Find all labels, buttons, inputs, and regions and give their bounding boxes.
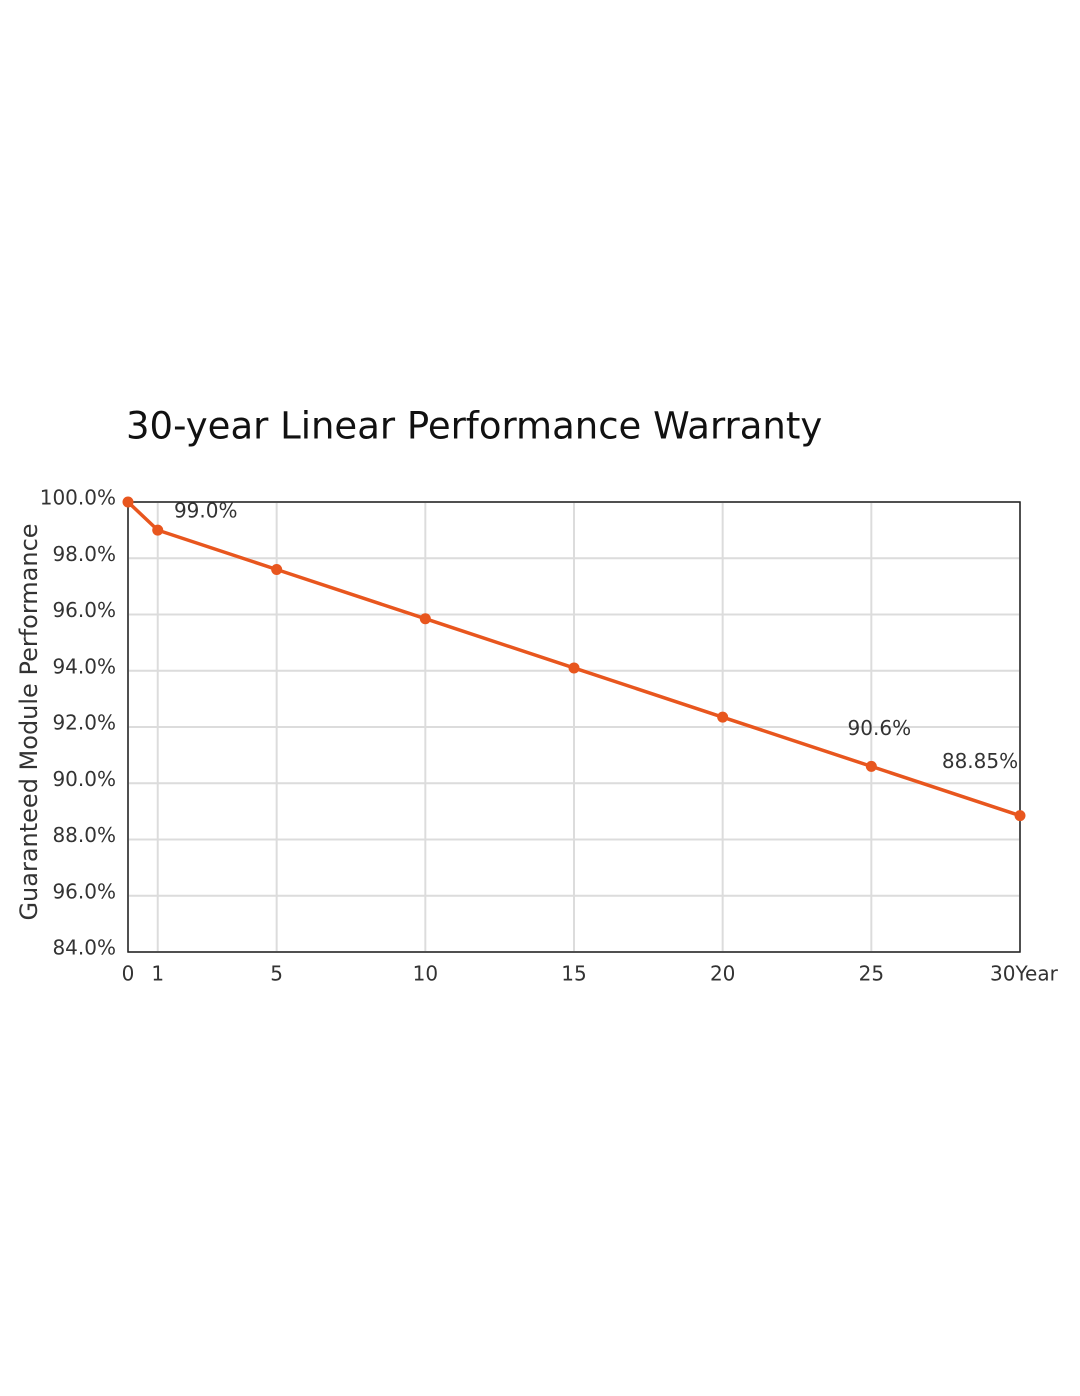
x-tick-label: 20 [710, 962, 735, 986]
chart-title: 30-year Linear Performance Warranty [126, 405, 822, 448]
point [271, 564, 283, 575]
y-axis-label: Guaranteed Module Performance [15, 523, 43, 920]
x-tick-label: 30Year [990, 962, 1059, 986]
point [152, 524, 164, 536]
line [126, 500, 1021, 818]
x-tick-label: 25 [859, 962, 884, 986]
x-tick-label: 0 [122, 962, 135, 986]
y-tick-label: 94.0% [52, 654, 116, 678]
data-label: 90.6% [848, 716, 912, 740]
plot-frame [127, 501, 1021, 953]
point [717, 711, 729, 723]
y-tick-label: 98.0% [52, 542, 116, 566]
y-tick-label: 84.0% [52, 936, 116, 960]
x-tick-label: 5 [270, 962, 283, 986]
x-tick-label: 15 [561, 962, 586, 986]
y-tick-label: 96.0% [52, 598, 116, 622]
y-tick-label: 90.0% [52, 767, 116, 791]
data-label: 99.0% [174, 499, 238, 523]
point [568, 662, 580, 674]
x-tick-label: 1 [151, 962, 164, 986]
y-tick-label: 96.0% [52, 879, 116, 903]
point [865, 760, 877, 772]
x-tick-label: 10 [413, 962, 438, 986]
point [419, 613, 431, 625]
data-label: 88.85% [942, 749, 1018, 773]
y-tick-label: 100.0% [40, 486, 116, 510]
point [122, 496, 134, 508]
point [1014, 810, 1026, 822]
y-tick-label: 92.0% [52, 711, 116, 735]
y-tick-label: 88.0% [52, 823, 116, 847]
